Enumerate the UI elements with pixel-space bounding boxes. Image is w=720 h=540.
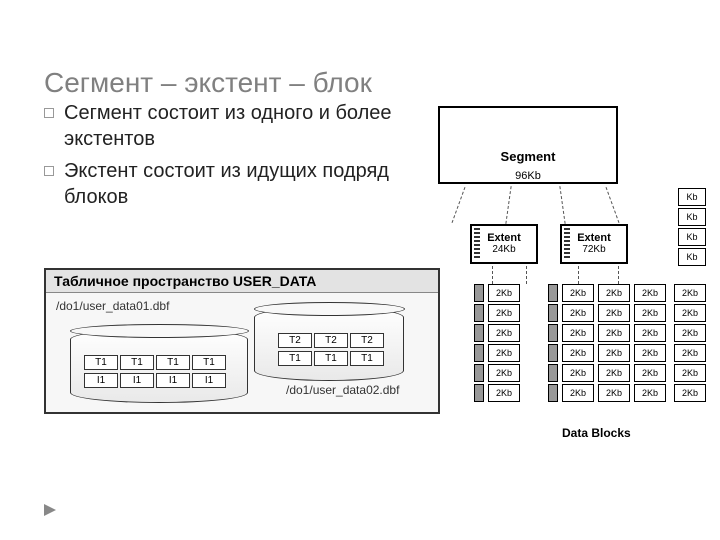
extent-label: Extent <box>562 232 626 244</box>
data-block-dark <box>548 284 558 302</box>
connector-line <box>618 266 619 284</box>
connector-line <box>526 266 527 284</box>
data-block: 2Kb <box>598 364 630 382</box>
data-block: 2Kb <box>598 284 630 302</box>
bullet-item: Экстент состоит из идущих подряд блоков <box>44 158 404 210</box>
data-block-dark <box>474 344 484 362</box>
data-block: 2Kb <box>674 364 706 382</box>
data-block: 2Kb <box>598 384 630 402</box>
extent-box-1: Extent 24Kb <box>470 224 538 264</box>
data-block-dark <box>474 324 484 342</box>
data-block-dark <box>548 364 558 382</box>
data-block-partial: Kb <box>678 188 706 206</box>
data-block: 2Kb <box>562 304 594 322</box>
extent-box-2: Extent 72Kb <box>560 224 628 264</box>
data-block: 2Kb <box>562 284 594 302</box>
block-cell: T1 <box>350 351 384 366</box>
data-block-partial: Kb <box>678 228 706 246</box>
block-cell: T2 <box>314 333 348 348</box>
data-block: 2Kb <box>634 324 666 342</box>
data-block: 2Kb <box>488 304 520 322</box>
data-blocks-label: Data Blocks <box>562 426 631 440</box>
connector-line <box>452 187 466 223</box>
data-block: 2Kb <box>674 324 706 342</box>
slide-title: Сегмент – экстент – блок <box>44 67 372 99</box>
extent-strip-icon <box>564 228 570 260</box>
data-block: 2Kb <box>488 324 520 342</box>
connector-line <box>492 266 493 284</box>
data-block: 2Kb <box>488 284 520 302</box>
block-cell: T2 <box>350 333 384 348</box>
slide-next-arrow-icon <box>44 504 56 516</box>
data-block-dark <box>474 364 484 382</box>
data-block: 2Kb <box>488 384 520 402</box>
data-block: 2Kb <box>634 304 666 322</box>
data-block-partial: Kb <box>678 208 706 226</box>
block-cell: T1 <box>192 355 226 370</box>
connector-line <box>505 186 511 224</box>
tablespace-body: /do1/user_data01.dbf /do1/user_data02.db… <box>46 293 438 411</box>
bullet-text: Экстент состоит из идущих подряд блоков <box>64 158 404 210</box>
block-cell: T1 <box>278 351 312 366</box>
connector-line <box>578 266 579 284</box>
data-block: 2Kb <box>562 364 594 382</box>
bullet-text: Сегмент состоит из одного и более экстен… <box>64 100 404 152</box>
block-cell: I1 <box>120 373 154 388</box>
block-cell: I1 <box>192 373 226 388</box>
data-block: 2Kb <box>674 304 706 322</box>
data-block-dark <box>474 284 484 302</box>
data-block: 2Kb <box>562 344 594 362</box>
segment-box: Segment 96Kb <box>438 106 618 184</box>
connector-line <box>559 186 565 224</box>
data-block: 2Kb <box>598 304 630 322</box>
data-block-dark <box>548 384 558 402</box>
data-block-dark <box>548 344 558 362</box>
data-block: 2Kb <box>562 324 594 342</box>
data-block: 2Kb <box>634 284 666 302</box>
data-block-dark <box>548 304 558 322</box>
block-cell: T1 <box>84 355 118 370</box>
block-cell: T1 <box>120 355 154 370</box>
data-block: 2Kb <box>634 344 666 362</box>
data-block: 2Kb <box>674 344 706 362</box>
data-block: 2Kb <box>634 364 666 382</box>
data-block: 2Kb <box>674 384 706 402</box>
data-block: 2Kb <box>674 284 706 302</box>
data-block: 2Kb <box>634 384 666 402</box>
data-block-dark <box>548 324 558 342</box>
block-cell: T1 <box>156 355 190 370</box>
block-cell: T1 <box>314 351 348 366</box>
data-block-dark <box>474 304 484 322</box>
block-cell: T2 <box>278 333 312 348</box>
segment-extent-block-diagram: Segment 96Kb Extent 24Kb Extent 72Kb Kb … <box>430 106 710 486</box>
block-cell: I1 <box>156 373 190 388</box>
segment-label: Segment <box>501 149 556 164</box>
extent-strip-icon <box>474 228 480 260</box>
data-block: 2Kb <box>598 324 630 342</box>
dbf-path-2: /do1/user_data02.dbf <box>286 383 399 397</box>
bullet-marker-icon <box>44 166 54 176</box>
data-block: 2Kb <box>488 364 520 382</box>
data-block: 2Kb <box>488 344 520 362</box>
tablespace-title: Табличное пространство USER_DATA <box>46 270 438 293</box>
data-block-dark <box>474 384 484 402</box>
extent-size: 72Kb <box>562 244 626 255</box>
block-cell: I1 <box>84 373 118 388</box>
data-block: 2Kb <box>562 384 594 402</box>
bullet-marker-icon <box>44 108 54 118</box>
connector-line <box>606 187 620 223</box>
extent-size: 24Kb <box>472 244 536 255</box>
data-block-partial: Kb <box>678 248 706 266</box>
segment-size: 96Kb <box>515 170 541 182</box>
bullet-list: Сегмент состоит из одного и более экстен… <box>44 100 404 216</box>
dbf-path-1: /do1/user_data01.dbf <box>56 299 169 313</box>
tablespace-diagram: Табличное пространство USER_DATA /do1/us… <box>44 268 440 414</box>
data-block: 2Kb <box>598 344 630 362</box>
extent-label: Extent <box>472 232 536 244</box>
bullet-item: Сегмент состоит из одного и более экстен… <box>44 100 404 152</box>
